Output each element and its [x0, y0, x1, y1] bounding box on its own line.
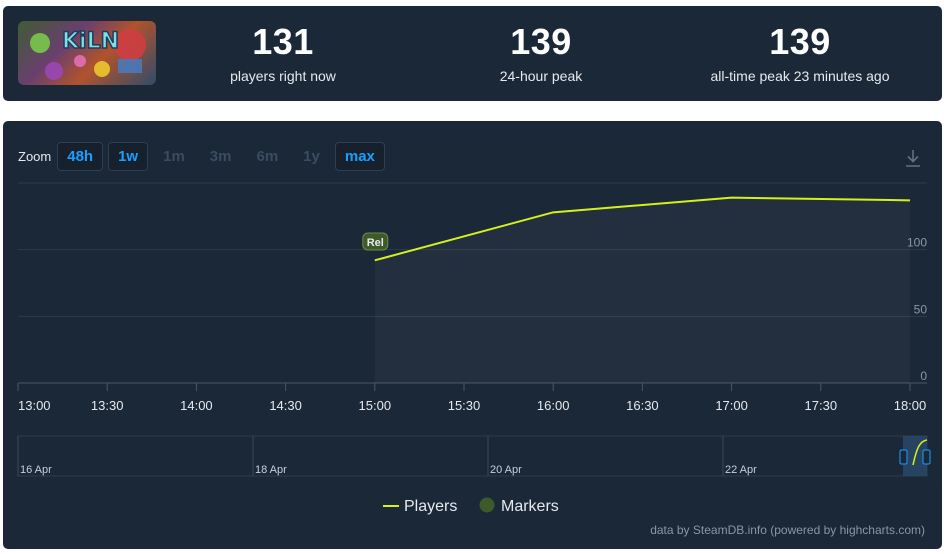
chart-credit[interactable]: data by SteamDB.info (powered by highcha…: [650, 523, 925, 537]
zoom-max-button[interactable]: max: [334, 141, 385, 171]
legend-players-label[interactable]: Players: [404, 498, 457, 515]
x-tick-label: 15:30: [448, 398, 481, 413]
navigator-series-line: [912, 439, 928, 466]
marker-flag[interactable]: [362, 232, 389, 251]
navigator-handle-right[interactable]: [922, 449, 931, 465]
download-icon[interactable]: [903, 148, 923, 168]
y-tick-label: 0: [920, 369, 927, 383]
peak-24h-value: 139: [510, 21, 572, 62]
zoom-6m-button[interactable]: 6m: [256, 147, 279, 165]
data-point[interactable]: [908, 198, 913, 203]
zoom-1y-button[interactable]: 1y: [303, 147, 320, 165]
stat-all-time-peak: 139 all-time peak 23 minutes ago: [695, 24, 905, 86]
x-tick-label: 17:00: [715, 398, 748, 413]
y-tick-label: 50: [914, 302, 928, 316]
y-tick-label: 100: [907, 236, 927, 250]
marker-label: Rel: [367, 237, 384, 249]
data-point[interactable]: [551, 210, 556, 215]
legend-markers-symbol[interactable]: [479, 497, 495, 513]
navigator-label: 16 Apr: [20, 464, 52, 476]
x-tick-label: 13:30: [91, 398, 124, 413]
legend-markers-label[interactable]: Markers: [501, 498, 559, 515]
navigator-label: 20 Apr: [490, 464, 522, 476]
zoom-48h-button[interactable]: 48h: [57, 141, 104, 171]
x-tick-label: 16:00: [537, 398, 570, 413]
x-tick-label: 14:30: [269, 398, 302, 413]
stat-players-now: 131 players right now: [201, 24, 365, 86]
series-area: [375, 198, 910, 383]
navigator[interactable]: [17, 435, 928, 477]
players-now-label: players right now: [230, 68, 336, 84]
game-thumbnail[interactable]: KiLN: [18, 21, 156, 85]
x-tick-label: 16:30: [626, 398, 659, 413]
player-chart[interactable]: 0 50 100 13:00 13:30 14:00 14:30 15:00 15:30 16:0…: [3, 121, 942, 549]
series-line-players[interactable]: [374, 196, 911, 262]
stats-panel: KiLN 131 players right now 139 24-hour p…: [3, 6, 942, 101]
zoom-label: Zoom: [18, 148, 52, 164]
zoom-1w-button[interactable]: 1w: [108, 141, 149, 171]
all-time-peak-value: 139: [769, 21, 831, 62]
x-tick-label: 18:00: [894, 398, 927, 413]
players-now-value: 131: [252, 21, 314, 62]
peak-24h-label: 24-hour peak: [499, 68, 583, 84]
x-tick-label: 13:00: [18, 398, 51, 413]
x-tick-label: 15:00: [359, 398, 392, 413]
data-point[interactable]: [729, 195, 734, 200]
zoom-1m-button[interactable]: 1m: [163, 147, 185, 165]
x-tick-label: 14:00: [180, 398, 213, 413]
chart-panel: 0 50 100 13:00 13:30 14:00 14:30 15:00 15:30 16:0…: [3, 121, 942, 549]
navigator-label: 18 Apr: [255, 464, 287, 476]
zoom-bar: Zoom 48h 1w 1m 3m 6m 1y max: [18, 141, 390, 171]
data-point[interactable]: [372, 258, 377, 263]
navigator-handle-left[interactable]: [899, 449, 908, 465]
x-tick-label: 17:30: [805, 398, 838, 413]
zoom-3m-button[interactable]: 3m: [209, 147, 232, 165]
game-logo-text: KiLN: [62, 29, 119, 54]
all-time-peak-label: all-time peak 23 minutes ago: [710, 68, 890, 84]
navigator-label: 22 Apr: [725, 464, 757, 476]
stat-24h-peak: 139 24-hour peak: [463, 24, 619, 86]
